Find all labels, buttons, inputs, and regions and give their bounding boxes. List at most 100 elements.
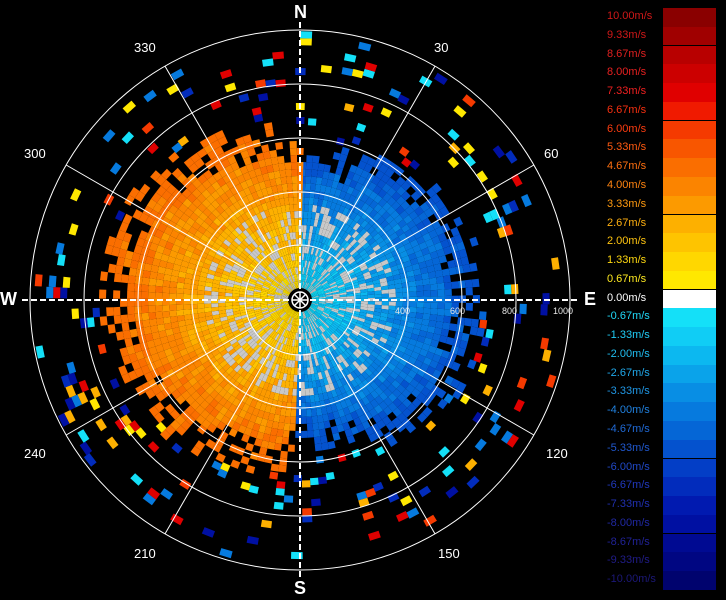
bearing-spokes xyxy=(65,65,535,535)
legend-swatch xyxy=(663,345,716,365)
legend-swatch xyxy=(663,402,716,421)
legend-swatch xyxy=(663,477,716,496)
legend-label: -5.33m/s xyxy=(607,441,650,454)
legend-swatch xyxy=(663,439,716,459)
legend-label: 2.00m/s xyxy=(607,235,647,248)
legend-item: -2.67m/s xyxy=(604,364,716,384)
legend-item: -1.33m/s xyxy=(604,327,716,346)
legend-swatch xyxy=(663,214,716,234)
legend-swatch xyxy=(663,458,716,478)
legend-swatch xyxy=(663,327,716,346)
bearing-label-300: 300 xyxy=(24,146,46,161)
legend-label: -9.33m/s xyxy=(607,554,650,567)
velocity-cells xyxy=(34,31,560,560)
legend-label: 9.33m/s xyxy=(607,28,647,41)
legend-swatch xyxy=(663,195,716,215)
legend-label: 4.00m/s xyxy=(607,178,647,191)
compass-north: N xyxy=(294,2,307,22)
legend-item: 3.33m/s xyxy=(604,195,716,215)
legend-item: -10.00m/s xyxy=(604,571,716,590)
range-ring-grid xyxy=(29,29,571,571)
legend-label: -10.00m/s xyxy=(607,573,656,586)
legend-swatch xyxy=(663,514,716,534)
range-label-600: 600 xyxy=(450,306,466,316)
legend-swatch xyxy=(663,533,716,553)
legend-item: -2.00m/s xyxy=(604,345,716,365)
legend-label: 6.00m/s xyxy=(607,122,647,135)
legend-item: 2.00m/s xyxy=(604,233,716,252)
bearing-label-240: 240 xyxy=(24,446,46,461)
legend-item: 4.67m/s xyxy=(604,158,716,177)
bearing-label-30: 30 xyxy=(434,40,449,55)
legend-item: -4.00m/s xyxy=(604,402,716,421)
legend-item: -3.33m/s xyxy=(604,383,716,403)
compass-west: W xyxy=(0,289,17,309)
legend-label: -6.67m/s xyxy=(607,479,650,492)
legend-swatch xyxy=(663,120,716,140)
legend-swatch xyxy=(663,64,716,83)
legend-item: 8.67m/s xyxy=(604,45,716,65)
bearing-label-150: 150 xyxy=(438,546,460,561)
legend-swatch xyxy=(663,552,716,572)
legend-label: -6.00m/s xyxy=(607,460,650,473)
legend-label: -8.00m/s xyxy=(607,516,650,529)
legend-label: 4.67m/s xyxy=(607,160,647,173)
legend-item: -4.67m/s xyxy=(604,421,716,440)
legend-item: -6.67m/s xyxy=(604,477,716,496)
legend-label: -2.00m/s xyxy=(607,347,650,360)
range-label-400: 400 xyxy=(395,306,411,316)
legend-item: 10.00m/s xyxy=(604,8,716,27)
legend-item: -9.33m/s xyxy=(604,552,716,572)
bearing-spoke xyxy=(347,164,535,273)
legend-swatch xyxy=(663,383,716,403)
legend-label: -2.67m/s xyxy=(607,366,650,379)
range-label-1000: 1000 xyxy=(553,306,574,316)
compass-east: E xyxy=(584,289,597,309)
bearing-spoke xyxy=(65,164,253,273)
bearing-label-120: 120 xyxy=(546,446,568,461)
legend-swatch xyxy=(663,364,716,384)
legend-swatch xyxy=(663,496,716,515)
radar-center-marker xyxy=(291,291,309,309)
legend-swatch xyxy=(663,101,716,121)
legend-label: -4.67m/s xyxy=(607,423,650,436)
legend-item: -7.33m/s xyxy=(604,496,716,515)
legend-swatch xyxy=(663,421,716,440)
legend-swatch xyxy=(663,139,716,158)
legend-item: -8.00m/s xyxy=(604,514,716,534)
bearing-label-60: 60 xyxy=(544,146,559,161)
legend-label: -8.67m/s xyxy=(607,535,650,548)
legend-label: 10.00m/s xyxy=(607,10,653,22)
legend-label: -0.67m/s xyxy=(607,310,650,323)
legend-label: -1.33m/s xyxy=(607,329,650,342)
legend-swatch xyxy=(663,83,716,102)
legend-item: 5.33m/s xyxy=(604,139,716,158)
bearing-label-210: 210 xyxy=(134,546,156,561)
legend-label: 0.00m/s xyxy=(607,291,647,304)
cardinal-axes xyxy=(22,22,578,578)
legend-item: 6.00m/s xyxy=(604,120,716,140)
legend-label: 6.67m/s xyxy=(607,103,647,116)
legend-item: 1.33m/s xyxy=(604,252,716,271)
radar-ppi-display xyxy=(22,22,578,578)
bearing-spoke xyxy=(327,347,436,535)
legend-label: 0.67m/s xyxy=(607,272,647,285)
velocity-color-legend: 10.00m/s 9.33m/s 8.67m/s 8.00m/s 7.33m/s 6.67… xyxy=(604,8,716,590)
legend-item: 0.67m/s xyxy=(604,270,716,290)
legend-label: 1.33m/s xyxy=(607,254,647,267)
legend-item: 0.00m/s xyxy=(604,289,716,309)
bearing-spoke xyxy=(65,327,253,436)
compass-south: S xyxy=(294,578,307,598)
legend-swatch xyxy=(663,252,716,271)
legend-label: 8.67m/s xyxy=(607,47,647,60)
legend-swatch xyxy=(663,289,716,309)
legend-swatch xyxy=(663,176,716,196)
legend-label: -7.33m/s xyxy=(607,498,650,511)
range-ring-outer xyxy=(29,29,571,571)
legend-item: 2.67m/s xyxy=(604,214,716,234)
legend-item: 9.33m/s xyxy=(604,26,716,46)
legend-label: -4.00m/s xyxy=(607,404,650,417)
legend-label: -3.33m/s xyxy=(607,385,650,398)
legend-swatch xyxy=(663,158,716,177)
legend-swatch xyxy=(663,45,716,65)
